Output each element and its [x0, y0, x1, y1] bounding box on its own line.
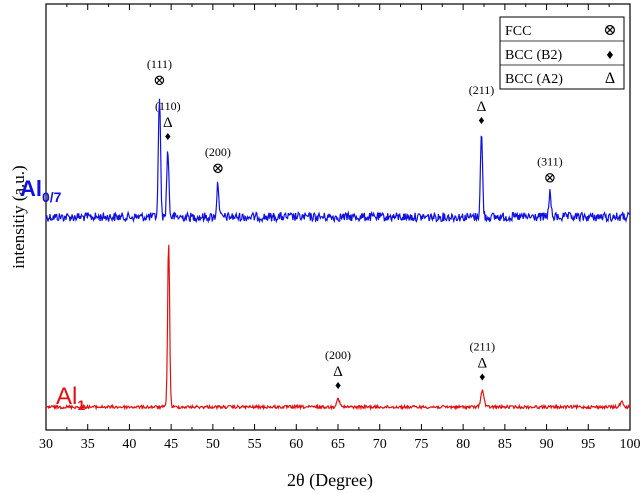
series-line-1	[45, 244, 631, 411]
bcc-a2-marker-icon: Δ	[333, 364, 343, 380]
fcc-marker-icon: ⊗	[153, 73, 166, 89]
peak-index-label: (311)	[537, 155, 563, 169]
x-tick-label: 35	[81, 437, 95, 452]
peak-index-label: (110)	[155, 99, 181, 113]
peak-annotations: ⊗(111)♦Δ(110)⊗(200)♦Δ(211)⊗(311)♦Δ(200)♦…	[147, 57, 563, 392]
x-tick-label: 55	[248, 437, 262, 452]
series-label-al1: Al1	[56, 383, 85, 413]
peak-annotation: ♦Δ (200)	[325, 348, 351, 392]
legend-marker-bcc-b2-icon: ♦	[606, 48, 613, 63]
series-lines	[45, 98, 631, 411]
svg-text:Al0/7: Al0/7	[20, 176, 62, 205]
x-tick-label: 90	[540, 437, 554, 452]
bcc-b2-marker-icon: ♦	[478, 113, 484, 127]
x-tick-label: 95	[581, 437, 595, 452]
x-axis-label: 2θ (Degree)	[287, 470, 373, 491]
x-tick-label: 50	[206, 437, 220, 452]
peak-index-label: (111)	[147, 57, 172, 71]
peak-index-label: (211)	[469, 83, 495, 97]
legend-label-bcc-b2: BCC (B2)	[505, 48, 563, 63]
x-tick-label: 65	[331, 437, 345, 452]
x-tick-label: 75	[414, 437, 428, 452]
svg-text:Al1: Al1	[56, 383, 85, 413]
series-label-al07-name: Al	[20, 176, 42, 201]
legend-box	[499, 16, 625, 90]
x-tick-label: 100	[620, 437, 641, 452]
bcc-b2-marker-icon: ♦	[165, 129, 171, 143]
fcc-marker-icon: ⊗	[544, 171, 557, 187]
peak-annotation: ⊗ (311)	[537, 155, 563, 187]
x-tick-label: 85	[498, 437, 512, 452]
x-tick-label: 30	[39, 437, 53, 452]
fcc-marker-icon: ⊗	[212, 161, 225, 177]
legend-marker-fcc-icon: ⊗	[603, 22, 616, 39]
peak-annotation: ♦Δ (110)	[155, 99, 181, 143]
series-label-al1-subscript: 1	[77, 397, 85, 413]
peak-index-label: (211)	[470, 340, 496, 354]
series-line-0	[45, 98, 630, 224]
x-tick-label: 60	[289, 437, 303, 452]
bcc-a2-marker-icon: Δ	[478, 356, 488, 372]
bcc-b2-marker-icon: ♦	[335, 378, 341, 392]
x-tick-label: 70	[373, 437, 387, 452]
legend: FCC BCC (B2) BCC (A2) ⊗ ♦ Δ	[499, 16, 625, 90]
peak-annotation: ♦Δ (211)	[470, 340, 496, 384]
bcc-b2-marker-icon: ♦	[479, 370, 485, 384]
x-axis-ticks: 30 35 40 45 50 55 60 65 70 75 80 85 90 95 100	[39, 4, 641, 452]
peak-annotation: ♦Δ (211)	[469, 83, 495, 127]
peak-annotation: ⊗ (200)	[205, 145, 231, 177]
series-label-al07-subscript: 0/7	[42, 189, 62, 205]
bcc-a2-marker-icon: Δ	[477, 99, 487, 115]
y-axis-label: intensitiy (a.u.)	[9, 165, 28, 268]
bcc-a2-marker-icon: Δ	[163, 115, 173, 131]
peak-index-label: (200)	[325, 348, 351, 362]
x-tick-label: 45	[164, 437, 178, 452]
peak-annotation: ⊗ (111)	[147, 57, 172, 89]
legend-label-fcc: FCC	[505, 24, 531, 39]
series-label-al07: Al0/7	[20, 176, 62, 205]
peak-index-label: (200)	[205, 145, 231, 159]
x-tick-label: 80	[456, 437, 470, 452]
x-tick-label: 40	[122, 437, 136, 452]
legend-label-bcc-a2: BCC (A2)	[505, 72, 563, 87]
legend-marker-bcc-a2-icon: Δ	[605, 70, 615, 87]
series-label-al1-name: Al	[56, 383, 77, 410]
